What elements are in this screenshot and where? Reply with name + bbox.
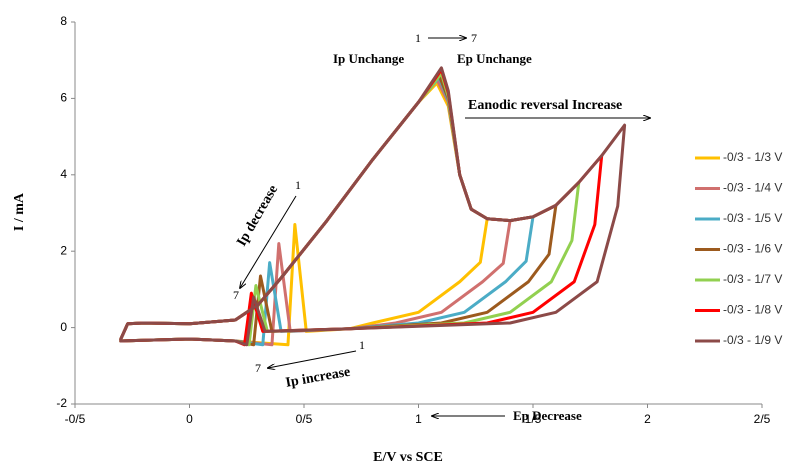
annotation: Ip Unchange (333, 51, 404, 66)
annotation: Ip increase (284, 365, 351, 391)
y-tick-label: 4 (60, 167, 67, 181)
legend-label: -0/3 - 1/4 V (723, 181, 782, 195)
legend-label: -0/3 - 1/9 V (723, 333, 782, 347)
y-tick-label: -2 (56, 396, 67, 410)
annotation: 7 (255, 361, 261, 375)
x-tick-label: 0/5 (296, 412, 313, 426)
series-line (119, 73, 558, 347)
legend-label: -0/3 - 1/8 V (723, 303, 782, 317)
annotation: 1 (415, 31, 421, 45)
series-line (119, 81, 489, 347)
annotation: Eanodic reversal Increase (468, 98, 622, 113)
x-tick-label: 0 (186, 412, 193, 426)
annotation: 7 (233, 288, 239, 302)
legend-label: -0/3 - 1/3 V (723, 150, 782, 164)
y-tick-label: 6 (60, 91, 67, 105)
x-tick-label: -0/5 (65, 412, 86, 426)
legend-label: -0/3 - 1/7 V (723, 272, 782, 286)
x-tick-label: 1 (415, 412, 422, 426)
annotation: 1 (359, 338, 365, 352)
x-tick-label: 2/5 (754, 412, 771, 426)
series-line (119, 66, 627, 347)
annotation: Ep Unchange (457, 51, 532, 66)
x-axis-title: E/V vs SCE (373, 450, 443, 465)
arrow (240, 195, 297, 288)
annotation: Ep Decrease (513, 408, 582, 423)
legend-label: -0/3 - 1/6 V (723, 242, 782, 256)
x-tick-label: 1/5 (525, 412, 542, 426)
arrow (268, 350, 357, 368)
annotation: 7 (471, 31, 477, 45)
x-tick-label: 2 (644, 412, 651, 426)
y-tick-label: 2 (60, 243, 67, 257)
annotation: Ip decrease (234, 183, 281, 249)
y-axis-title: I / mA (12, 192, 27, 231)
series-line (119, 72, 581, 347)
plot-area (119, 66, 627, 347)
y-tick-label: 0 (60, 320, 67, 334)
legend-label: -0/3 - 1/5 V (723, 211, 782, 225)
annotation: 1 (295, 178, 301, 192)
y-tick-label: 8 (60, 14, 67, 28)
